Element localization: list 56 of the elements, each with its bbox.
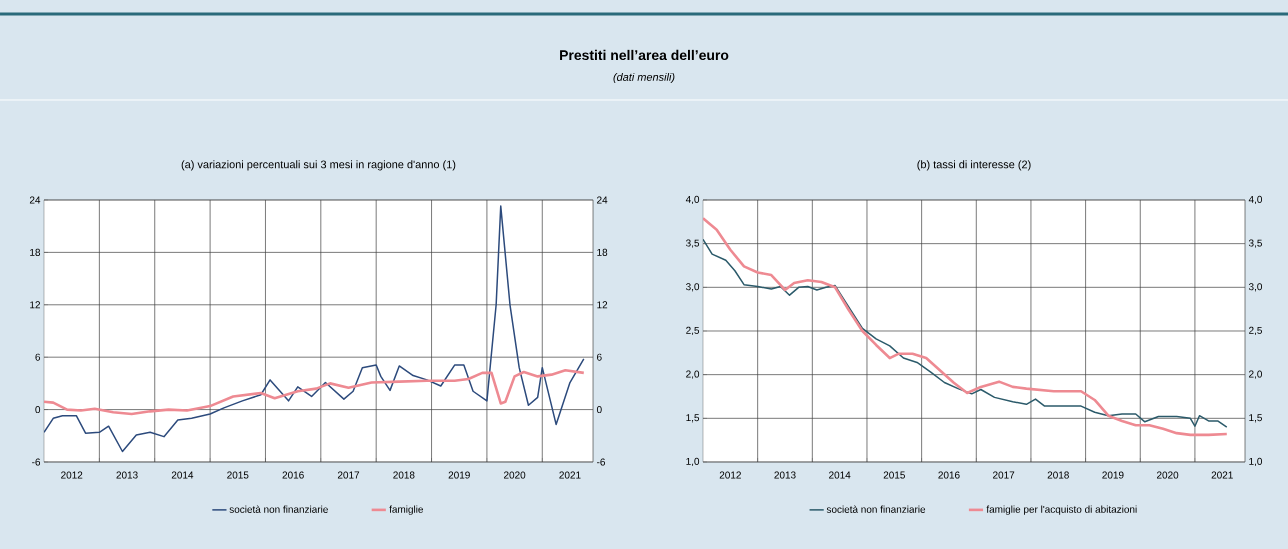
line-series: [44, 205, 585, 453]
y-tick-label: 2,0: [686, 370, 700, 379]
y2-tick-label: 24: [597, 196, 608, 204]
x-tick-label: 2020: [1157, 471, 1179, 479]
x-tick-label: 2017: [337, 471, 360, 479]
y2-tick-label: 1,5: [1249, 414, 1262, 423]
y-tick-label: 1,0: [686, 457, 700, 467]
x-tick-label: 2021: [559, 471, 581, 479]
x-tick-label: 2019: [1102, 471, 1124, 479]
y2-tick-label: 12: [597, 301, 608, 309]
y2-tick-label: 4,0: [1248, 195, 1262, 205]
x-tick-label: 2018: [393, 471, 415, 479]
y2-tick-label: 0: [596, 406, 602, 414]
y-tick-label: 2,5: [686, 326, 700, 336]
text: Prestiti nell’area dell’euro: [560, 49, 729, 61]
y-tick-label: 4,0: [685, 195, 700, 205]
y-tick-label: -6: [32, 458, 41, 466]
x-tick-label: 2017: [993, 471, 1015, 479]
x-tick-label: 2016: [938, 471, 960, 479]
y2-tick-label: 1,0: [1249, 457, 1262, 467]
y2-tick-label: -6: [596, 458, 605, 466]
x-tick-label: 2014: [171, 471, 194, 479]
y2-tick-label: 3,5: [1248, 239, 1262, 248]
legend-label: famiglie per l'acquisto di abitazioni: [986, 505, 1137, 515]
x-tick-label: 2015: [227, 471, 249, 479]
text: (dati mensili): [613, 72, 675, 84]
x-tick-label: 2012: [61, 471, 83, 479]
x-tick-label: 2015: [883, 471, 905, 479]
legend-label: famiglie: [389, 505, 424, 515]
y-tick-label: 18: [30, 248, 41, 256]
legend-label: società non finanziarie: [229, 505, 328, 513]
x-tick-label: 2013: [774, 471, 796, 479]
y-tick-label: 6: [35, 353, 41, 361]
y-tick-label: 1,5: [686, 414, 700, 423]
x-tick-label: 2019: [448, 471, 470, 479]
x-tick-label: 2018: [1047, 471, 1069, 479]
legend-label: società non finanziarie: [826, 505, 926, 513]
y2-tick-label: 2,0: [1249, 370, 1262, 379]
y-tick-label: 0: [35, 406, 41, 414]
x-tick-label: 2016: [282, 471, 304, 479]
x-tick-label: 2014: [829, 471, 851, 479]
y-tick-label: 24: [29, 196, 41, 204]
y2-tick-label: 6: [597, 353, 602, 361]
chart-title: (a) variazioni percentuali sui 3 mesi in ragione d'anno (1): [181, 160, 456, 171]
y2-tick-label: 2,5: [1249, 326, 1262, 336]
y2-tick-label: 18: [597, 248, 608, 256]
x-tick-label: 2021: [1211, 471, 1233, 479]
x-tick-label: 2012: [719, 471, 741, 479]
y-tick-label: 12: [30, 301, 40, 309]
x-tick-label: 2013: [116, 471, 138, 479]
chart-title: (b) tassi di interesse (2): [917, 160, 1031, 171]
x-tick-label: 2020: [504, 471, 526, 479]
y-tick-label: 3,0: [686, 283, 700, 292]
y-tick-label: 3,5: [686, 239, 700, 248]
line-series: [44, 368, 586, 416]
y2-tick-label: 3,0: [1248, 283, 1262, 292]
